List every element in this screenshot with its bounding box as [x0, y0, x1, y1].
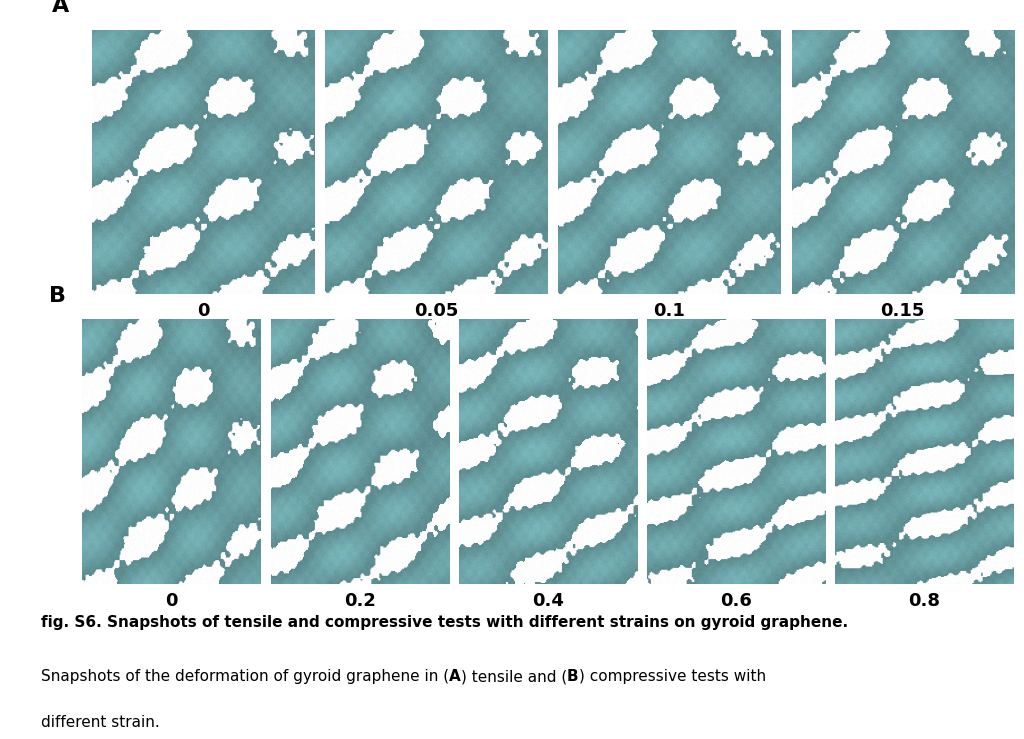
X-axis label: 0.6: 0.6 — [720, 592, 753, 610]
Text: different strain.: different strain. — [41, 715, 160, 730]
Text: B: B — [567, 669, 579, 684]
X-axis label: 0.4: 0.4 — [532, 592, 564, 610]
Text: A: A — [52, 0, 70, 16]
Text: fig. S6. Snapshots of tensile and compressive tests with different strains on gy: fig. S6. Snapshots of tensile and compre… — [41, 615, 848, 630]
Text: ) compressive tests with: ) compressive tests with — [579, 669, 766, 684]
Text: B: B — [48, 286, 66, 306]
Text: A: A — [450, 669, 461, 684]
X-axis label: 0: 0 — [166, 592, 178, 610]
Text: ) tensile and (: ) tensile and ( — [461, 669, 567, 684]
X-axis label: 0.15: 0.15 — [881, 302, 925, 320]
X-axis label: 0.8: 0.8 — [908, 592, 940, 610]
X-axis label: 0.1: 0.1 — [653, 302, 685, 320]
X-axis label: 0.2: 0.2 — [344, 592, 376, 610]
X-axis label: 0.05: 0.05 — [414, 302, 459, 320]
X-axis label: 0: 0 — [197, 302, 209, 320]
Text: Snapshots of the deformation of gyroid graphene in (: Snapshots of the deformation of gyroid g… — [41, 669, 450, 684]
